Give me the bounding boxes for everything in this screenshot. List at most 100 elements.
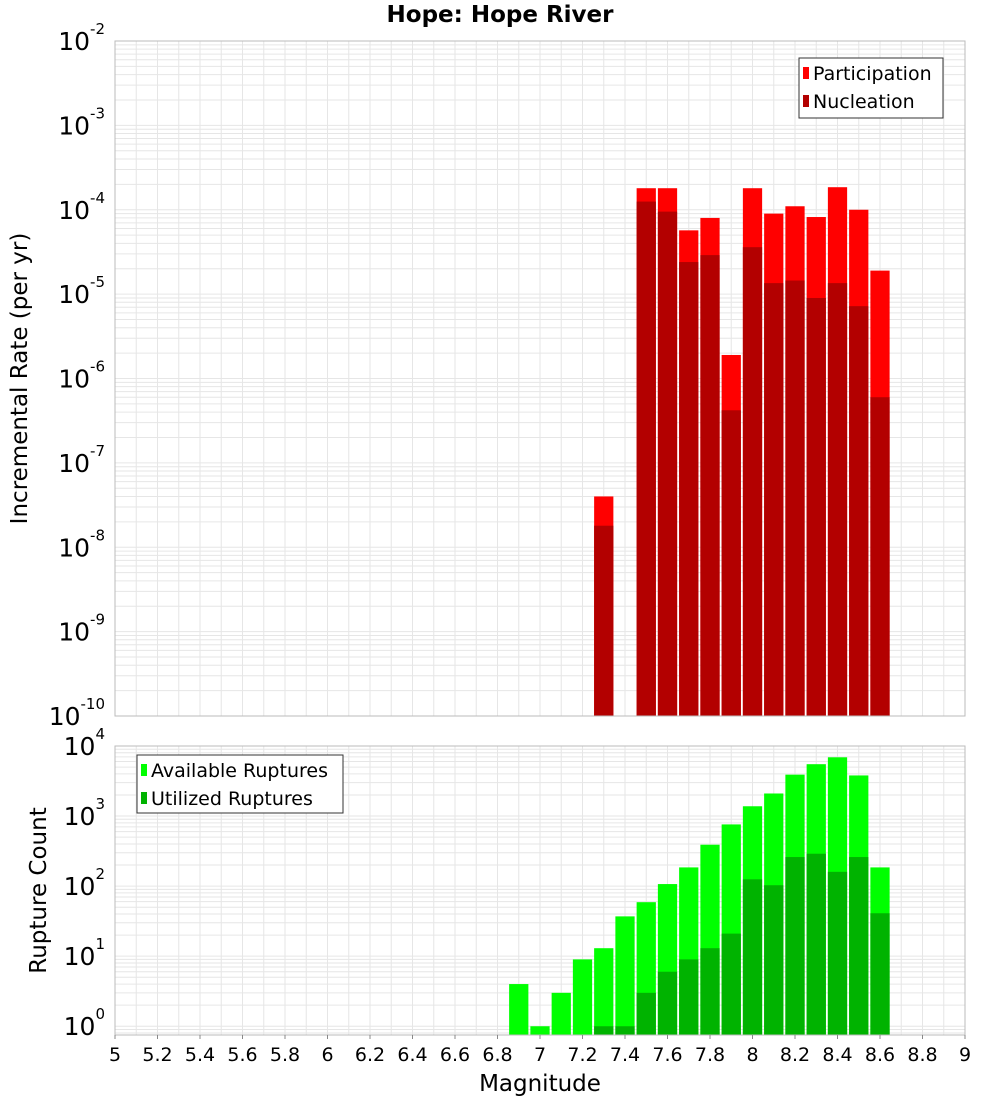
chart-title: Hope: Hope River <box>387 2 615 28</box>
legend-swatch <box>803 95 809 107</box>
bar-nucleation <box>657 211 678 716</box>
y-tick-exponent: -3 <box>90 104 105 122</box>
y-tick-label: 10-4 <box>58 189 105 225</box>
y-tick-label: 100 <box>64 1005 105 1041</box>
bar-nucleation <box>594 525 614 716</box>
x-tick-label: 5.2 <box>142 1044 172 1066</box>
x-tick-label: 8 <box>746 1044 758 1066</box>
x-tick-label: 5.8 <box>270 1044 300 1066</box>
legend: Available Ruptures Utilized Ruptures <box>136 754 344 814</box>
x-tick-label: 6.4 <box>397 1044 427 1066</box>
x-tick-label: 6 <box>321 1044 333 1066</box>
bar-available-ruptures <box>509 984 529 1035</box>
bar-nucleation <box>636 201 656 716</box>
x-tick-label: 7.2 <box>567 1044 597 1066</box>
x-tick-label: 7.6 <box>652 1044 682 1066</box>
rate-panel: 10-210-310-410-510-610-710-810-910-10Inc… <box>7 20 966 731</box>
bar-utilized-ruptures <box>785 857 805 1035</box>
y-tick-label: 10-9 <box>58 611 105 647</box>
y-tick-exponent: -4 <box>90 189 105 207</box>
count-panel: 100 101 102 103 1 0 4 Rupture Count 5 5.2 5.4 5.6 5.… <box>26 725 971 1097</box>
x-tick-label: 8.4 <box>822 1044 852 1066</box>
x-tick-label: 7 <box>534 1044 546 1066</box>
bar-available-ruptures <box>594 948 614 1035</box>
bar-utilized-ruptures <box>764 885 784 1035</box>
y-tick-exponent: 3 <box>95 795 105 813</box>
y-tick-labels: 100 101 102 103 1 0 4 <box>64 725 105 1041</box>
bar-nucleation <box>721 410 741 716</box>
x-tick-label: 6.8 <box>482 1044 512 1066</box>
bar-nucleation <box>806 297 826 716</box>
y-tick-exponent: -10 <box>81 695 106 713</box>
bars <box>509 757 890 1035</box>
x-tick-label: 5 <box>109 1044 121 1066</box>
x-tick-label: 7.4 <box>610 1044 640 1066</box>
y-tick-label: 10-8 <box>58 526 105 562</box>
bar-utilized-ruptures <box>636 992 656 1035</box>
bar-nucleation <box>700 255 720 716</box>
y-tick-label: 101 <box>64 935 105 971</box>
y-axis-label: Incremental Rate (per yr) <box>7 233 33 525</box>
bar-nucleation <box>679 262 699 716</box>
y-tick-exponent: -8 <box>90 526 105 544</box>
legend-label: Participation <box>813 63 932 85</box>
y-tick-exponent: -7 <box>90 442 105 460</box>
bar-utilized-ruptures <box>679 959 699 1035</box>
y-tick-labels: 10-210-310-410-510-610-710-810-910-10 <box>49 20 105 731</box>
bar-utilized-ruptures <box>657 971 678 1035</box>
bar-utilized-ruptures <box>700 948 720 1035</box>
x-tick-label: 8.2 <box>780 1044 810 1066</box>
legend-swatch <box>141 792 147 804</box>
legend-swatch <box>141 764 147 776</box>
bar-available-ruptures <box>572 959 593 1035</box>
y-tick-exponent: 1 <box>95 935 105 953</box>
bar-utilized-ruptures <box>742 879 763 1035</box>
x-tick-label: 6.6 <box>440 1044 470 1066</box>
x-tick-label: 8.6 <box>865 1044 895 1066</box>
plot-frame <box>114 40 966 717</box>
bar-utilized-ruptures <box>806 853 826 1035</box>
bar-nucleation <box>785 280 805 716</box>
bar-nucleation <box>870 397 890 716</box>
y-tick-label: 10-5 <box>58 273 105 309</box>
bar-nucleation <box>764 283 784 716</box>
y-axis-label: Rupture Count <box>26 807 52 973</box>
bars <box>594 187 890 717</box>
legend-box <box>136 754 344 814</box>
bar-utilized-ruptures <box>721 933 741 1035</box>
y-tick-exponent: 0 <box>95 1005 105 1023</box>
bar-available-ruptures <box>615 916 635 1035</box>
y-tick-exponent: -5 <box>90 273 105 291</box>
x-tick-label: 8.8 <box>907 1044 937 1066</box>
legend-label: Nucleation <box>813 91 915 113</box>
x-tick-label: 9 <box>959 1044 971 1066</box>
y-tick-exponent: 4 <box>95 725 105 743</box>
y-tick-label: 10-7 <box>58 442 105 478</box>
bar-utilized-ruptures <box>849 857 869 1035</box>
y-tick-exponent: 2 <box>95 865 105 883</box>
legend-label: Available Ruptures <box>151 760 328 782</box>
y-tick-label: 102 <box>64 865 105 901</box>
bar-utilized-ruptures <box>870 913 890 1035</box>
y-tick-exponent: -6 <box>90 358 105 376</box>
x-tick-label: 6.2 <box>355 1044 385 1066</box>
bar-utilized-ruptures <box>594 1026 614 1035</box>
bar-utilized-ruptures <box>827 871 848 1035</box>
bar-utilized-ruptures <box>615 1026 635 1035</box>
y-tick-exponent: -9 <box>90 611 105 629</box>
x-tick-labels: 5 5.2 5.4 5.6 5.8 6 6.2 6.4 6.6 6.8 7 7.2 7.4 7.6 7.8 8… <box>109 1035 971 1066</box>
x-tick-label: 5.4 <box>185 1044 215 1066</box>
bar-nucleation <box>849 306 869 716</box>
legend-swatch <box>803 67 809 79</box>
legend-box <box>798 57 944 119</box>
bar-available-ruptures <box>551 992 571 1035</box>
y-tick-label: 10-3 <box>58 104 105 140</box>
y-tick-label: 10-6 <box>58 358 105 394</box>
bar-nucleation <box>827 283 848 716</box>
bar-available-ruptures <box>530 1026 550 1035</box>
y-tick-label: 103 <box>64 795 105 831</box>
legend: Participation Nucleation <box>798 57 944 119</box>
bar-nucleation <box>742 247 763 716</box>
legend-label: Utilized Ruptures <box>151 788 313 810</box>
